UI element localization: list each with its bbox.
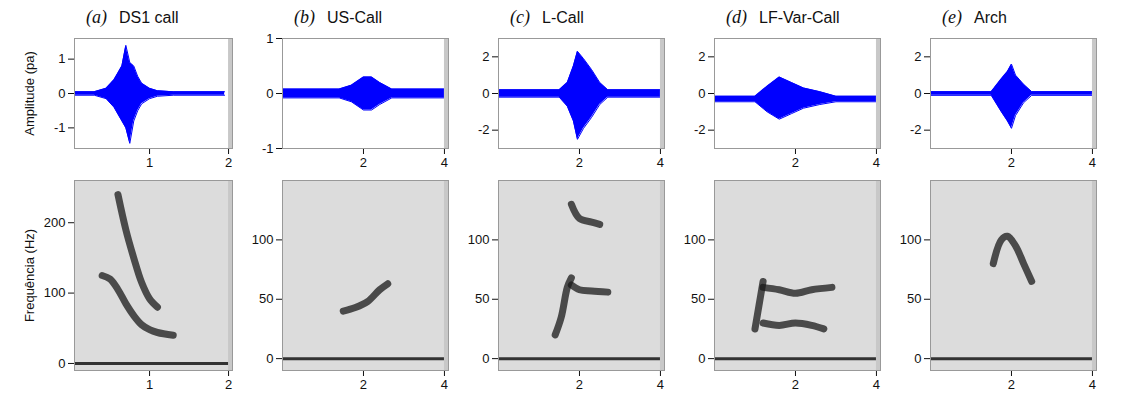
svg-text:-2: -2	[694, 122, 706, 137]
svg-text:100: 100	[684, 232, 706, 247]
svg-text:2: 2	[914, 49, 921, 64]
svg-text:Amplitude (pa): Amplitude (pa)	[22, 51, 37, 136]
svg-text:1: 1	[146, 155, 153, 170]
svg-text:1: 1	[146, 377, 153, 392]
svg-text:4: 4	[441, 377, 448, 392]
svg-text:2: 2	[360, 377, 367, 392]
svg-text:0: 0	[266, 86, 273, 101]
svg-text:2: 2	[482, 49, 489, 64]
svg-text:4: 4	[1089, 155, 1096, 170]
svg-text:4: 4	[873, 155, 880, 170]
svg-text:-2: -2	[910, 122, 922, 137]
svg-text:100: 100	[252, 232, 274, 247]
svg-text:2: 2	[225, 155, 232, 170]
svg-text:50: 50	[691, 291, 705, 306]
svg-text:0: 0	[58, 356, 65, 371]
html-text:(e): (e)	[942, 7, 962, 27]
svg-text:4: 4	[657, 377, 664, 392]
svg-text:0: 0	[914, 351, 921, 366]
svg-text:0: 0	[266, 351, 273, 366]
svg-text:0: 0	[698, 86, 705, 101]
svg-text:50: 50	[475, 291, 489, 306]
html-text:DS1 call: DS1 call	[119, 9, 179, 26]
svg-text:-1: -1	[54, 120, 66, 135]
svg-text:100: 100	[900, 232, 922, 247]
svg-text:2: 2	[1008, 155, 1015, 170]
html-text:(a): (a)	[86, 7, 107, 27]
html-text:LF-Var-Call: LF-Var-Call	[759, 9, 840, 26]
svg-text:4: 4	[441, 155, 448, 170]
svg-text:1: 1	[58, 51, 65, 66]
svg-text:4: 4	[873, 377, 880, 392]
html-text:US-Call: US-Call	[327, 9, 383, 26]
html-text:(c): (c)	[510, 7, 530, 27]
html-text:(d): (d)	[726, 7, 747, 27]
svg-text:100: 100	[468, 232, 490, 247]
html-text:(b): (b)	[294, 7, 315, 27]
svg-text:-2: -2	[478, 122, 490, 137]
html-text:L-Call: L-Call	[542, 9, 584, 26]
svg-text:2: 2	[225, 377, 232, 392]
svg-text:2: 2	[576, 377, 583, 392]
svg-text:100: 100	[44, 285, 66, 300]
svg-text:0: 0	[698, 351, 705, 366]
svg-text:0: 0	[482, 351, 489, 366]
svg-text:200: 200	[44, 215, 66, 230]
svg-text:2: 2	[792, 155, 799, 170]
svg-text:0: 0	[58, 86, 65, 101]
svg-text:50: 50	[907, 291, 921, 306]
svg-text:2: 2	[792, 377, 799, 392]
svg-text:-1: -1	[262, 141, 274, 156]
svg-text:1: 1	[266, 31, 273, 46]
svg-text:2: 2	[360, 155, 367, 170]
svg-text:Frequência (Hz): Frequência (Hz)	[22, 229, 37, 322]
svg-text:4: 4	[657, 155, 664, 170]
svg-text:2: 2	[576, 155, 583, 170]
svg-text:0: 0	[914, 86, 921, 101]
svg-text:50: 50	[259, 291, 273, 306]
svg-text:2: 2	[1008, 377, 1015, 392]
svg-text:4: 4	[1089, 377, 1096, 392]
html-text:Arch: Arch	[974, 9, 1007, 26]
svg-text:2: 2	[698, 49, 705, 64]
svg-text:0: 0	[482, 86, 489, 101]
